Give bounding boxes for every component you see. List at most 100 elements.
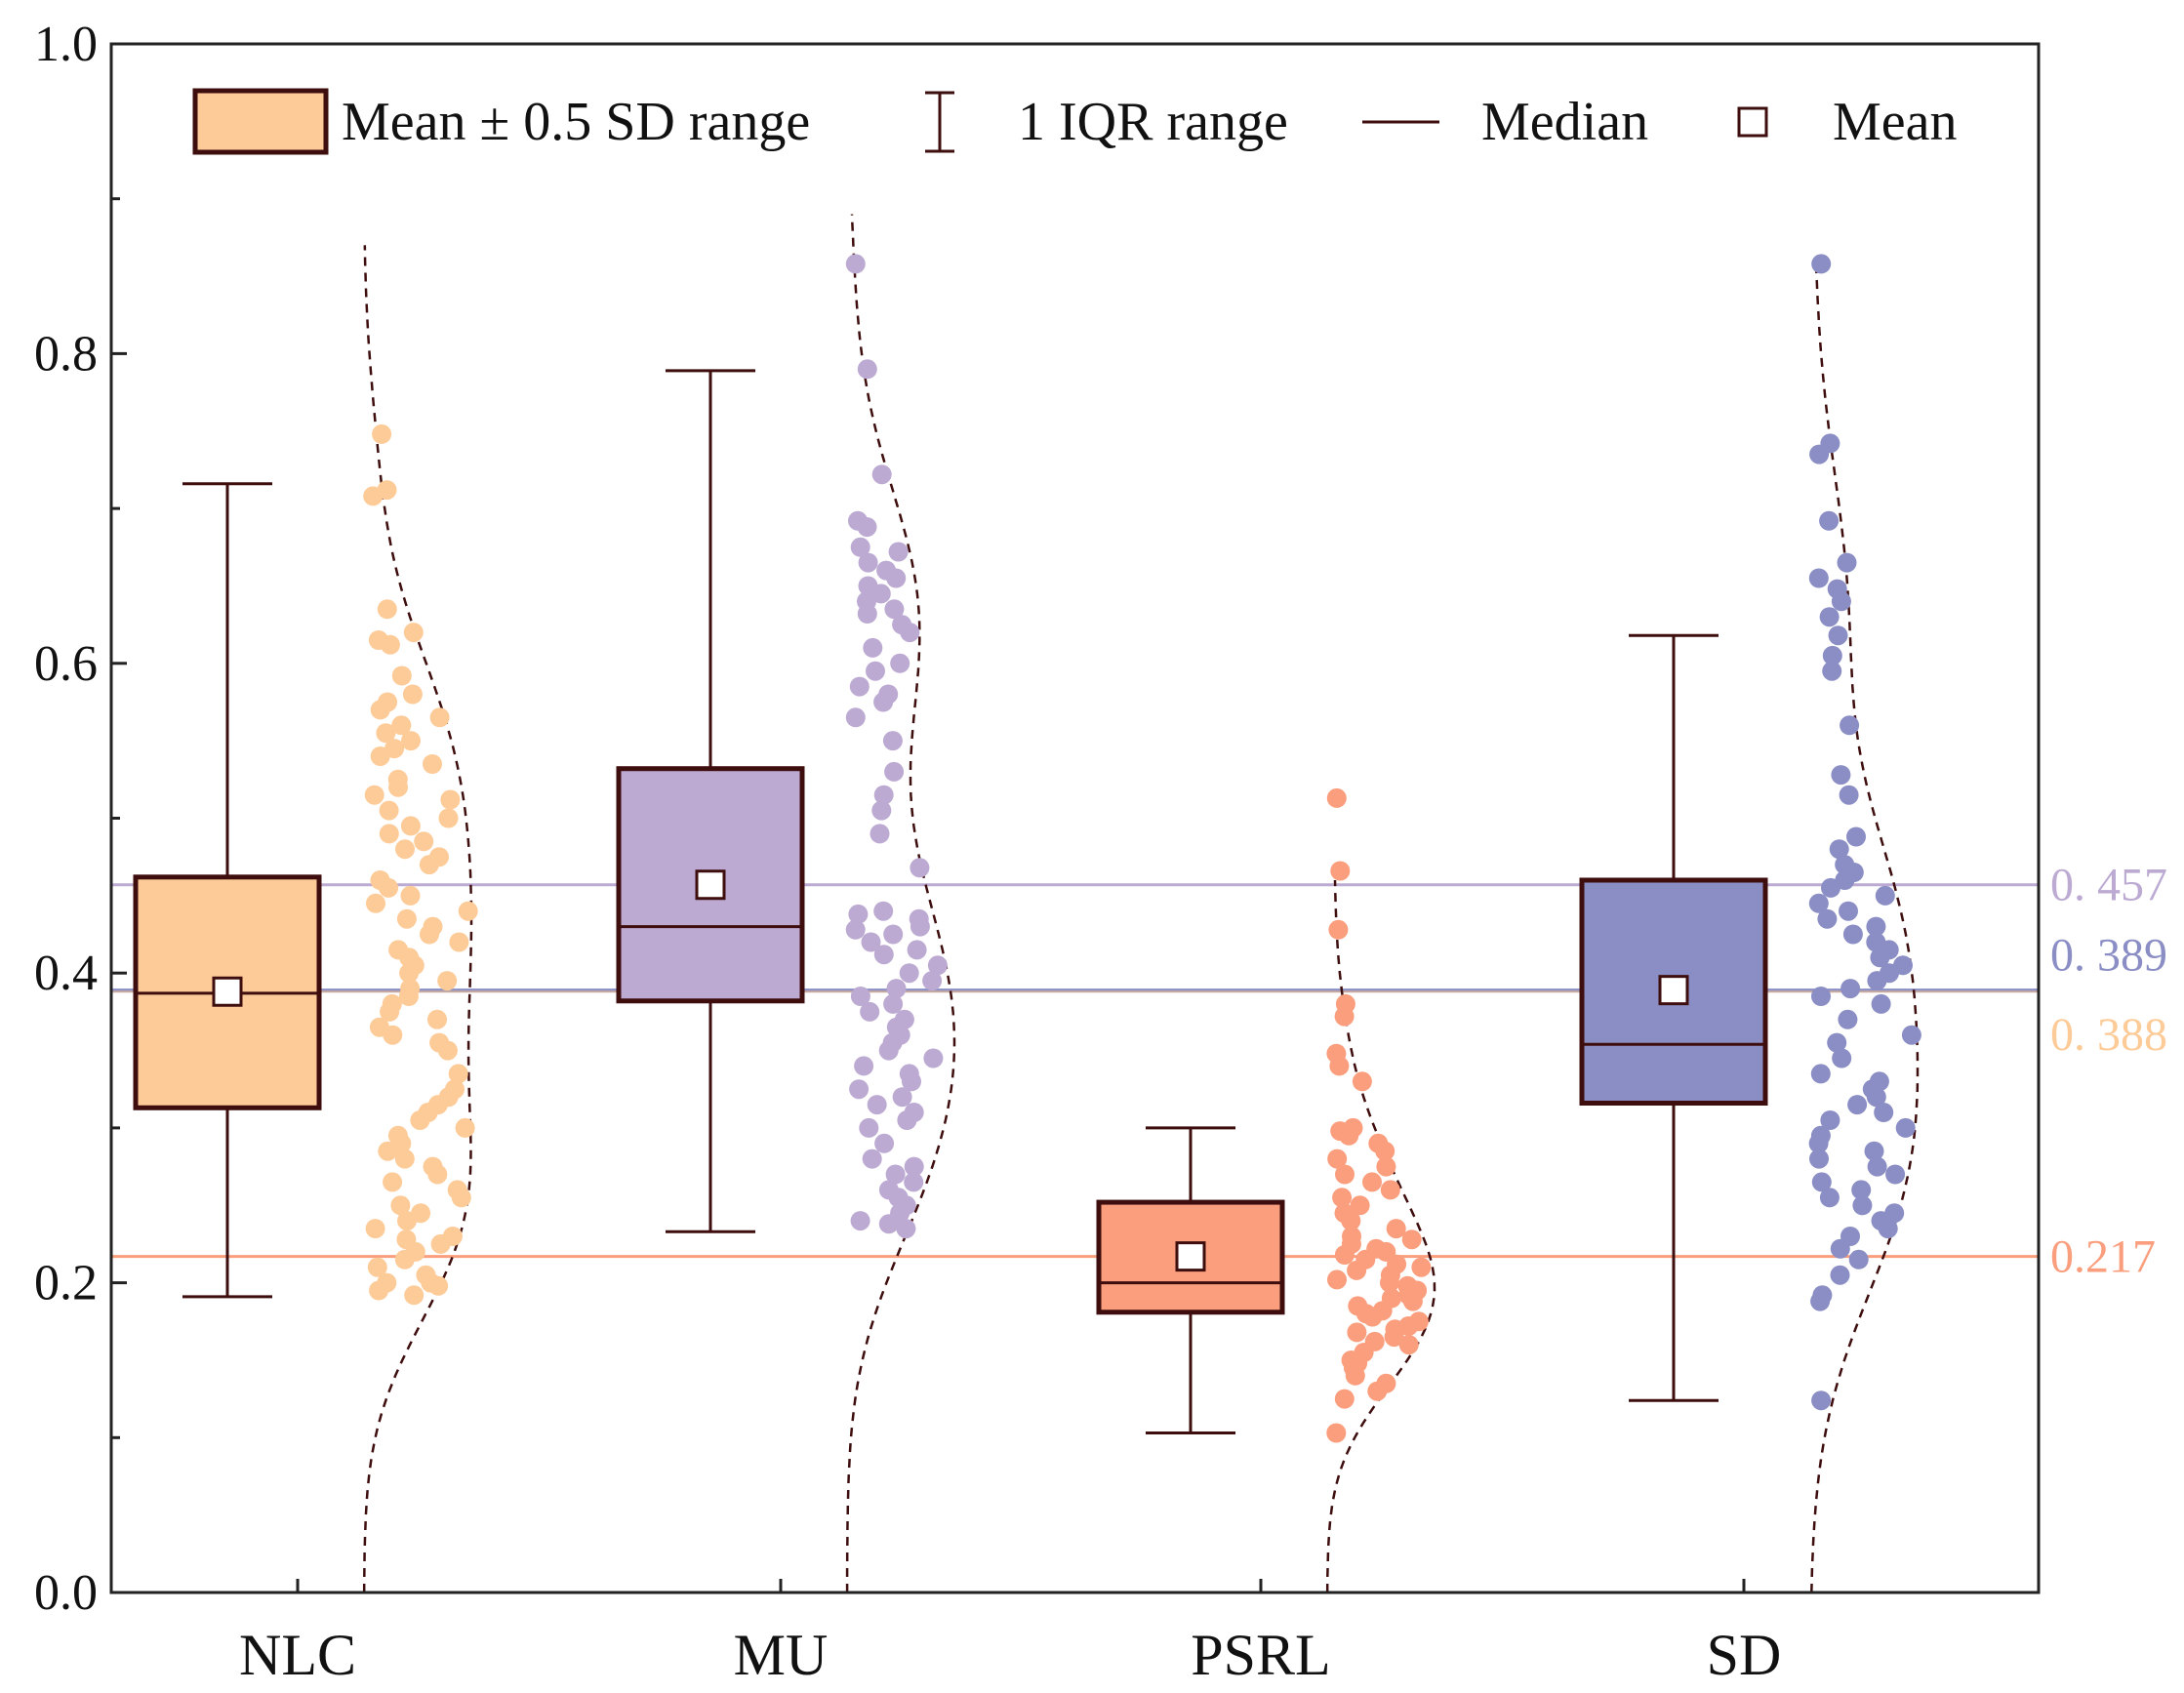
data-point (396, 908, 417, 929)
x-tick-label: NLC (239, 1623, 356, 1687)
data-point (886, 979, 907, 999)
data-point (458, 901, 478, 921)
data-point (1398, 1335, 1419, 1355)
x-tick-label: MU (734, 1623, 829, 1687)
data-point (857, 517, 877, 538)
mean-marker (1658, 975, 1689, 1006)
data-point (1347, 1260, 1367, 1280)
data-point (850, 537, 870, 557)
data-point (1380, 1272, 1399, 1293)
data-point (390, 1195, 411, 1216)
data-point (1819, 1188, 1840, 1208)
scatter-points (363, 254, 1921, 1443)
data-point (1831, 765, 1851, 786)
data-point (1808, 1133, 1829, 1153)
data-point (1401, 1229, 1422, 1250)
data-point (1811, 1391, 1832, 1411)
mean-marker (695, 869, 726, 901)
data-point (397, 1211, 417, 1231)
data-point (1870, 947, 1890, 968)
data-point (379, 877, 399, 898)
data-point (1827, 1032, 1847, 1053)
data-point (391, 715, 412, 736)
data-point (448, 1064, 468, 1084)
data-point (870, 584, 891, 604)
data-point (1350, 1195, 1370, 1216)
reference-label: 0.217 (2050, 1231, 2156, 1283)
reference-label: 0. 388 (2050, 1009, 2167, 1061)
data-point (1866, 1087, 1886, 1108)
data-point (882, 731, 903, 751)
data-point (400, 885, 421, 906)
data-point (885, 1164, 906, 1185)
data-point (1837, 552, 1857, 573)
data-point (394, 1249, 415, 1270)
data-point (370, 700, 390, 720)
data-point (845, 919, 866, 940)
y-tick-label: 0.8 (34, 326, 98, 382)
data-point (1821, 877, 1840, 898)
legend: Mean ± 0.5 SD range 1 IQR range Median M… (192, 88, 1958, 155)
data-point (862, 1149, 882, 1169)
data-point (1840, 979, 1861, 999)
data-point (848, 904, 869, 924)
data-point (1885, 1164, 1906, 1185)
data-point (892, 1087, 912, 1108)
data-point (1842, 924, 1863, 945)
data-point (866, 661, 885, 681)
data-point (379, 800, 399, 821)
data-point (871, 800, 892, 821)
data-point (451, 1188, 471, 1208)
data-point (423, 754, 442, 774)
data-point (391, 665, 412, 686)
data-point (904, 1172, 924, 1192)
data-point (399, 963, 420, 984)
data-point (884, 761, 905, 782)
legend-label-mean: Mean (1833, 92, 1958, 152)
data-point (1327, 1270, 1347, 1290)
legend-label-iqr: 1 IQR range (1018, 92, 1288, 152)
legend-mean-icon (1737, 106, 1768, 138)
data-point (437, 971, 458, 991)
data-point (1376, 1156, 1396, 1177)
data-point (897, 1110, 917, 1130)
mean-marker (212, 976, 243, 1007)
data-point (859, 1117, 879, 1138)
data-point (402, 684, 423, 705)
data-point (1809, 444, 1830, 464)
data-point (857, 359, 877, 380)
data-point (455, 1117, 475, 1138)
data-point (369, 1280, 389, 1301)
data-point (890, 653, 910, 673)
data-point (1866, 916, 1886, 937)
data-point (1811, 987, 1831, 1006)
data-point (1822, 661, 1842, 681)
y-axis: 0.0 0.2 0.4 0.6 0.8 1.0 (34, 17, 127, 1621)
x-tick-label: PSRL (1191, 1623, 1330, 1687)
legend-iqr-icon (925, 91, 954, 153)
reference-labels: 0. 457 0. 389 0. 388 0.217 (2050, 860, 2167, 1283)
box (1096, 1199, 1285, 1315)
data-point (883, 993, 904, 1014)
data-point (1819, 607, 1840, 627)
data-point (858, 552, 878, 573)
data-point (1341, 1211, 1361, 1231)
data-point (923, 1048, 944, 1068)
data-point (403, 623, 424, 643)
data-point (1864, 1141, 1884, 1161)
data-point (427, 1164, 448, 1185)
data-point (1347, 1322, 1367, 1343)
data-point (383, 1172, 403, 1192)
data-point (1840, 715, 1860, 736)
data-point (1330, 861, 1351, 881)
data-point (900, 623, 920, 643)
data-point (410, 1110, 430, 1130)
data-point (904, 1156, 924, 1177)
data-point (430, 1233, 451, 1254)
data-point (420, 924, 439, 945)
data-point (1810, 1291, 1831, 1311)
data-point (380, 634, 400, 655)
data-point (1831, 591, 1851, 612)
data-point (414, 831, 434, 852)
